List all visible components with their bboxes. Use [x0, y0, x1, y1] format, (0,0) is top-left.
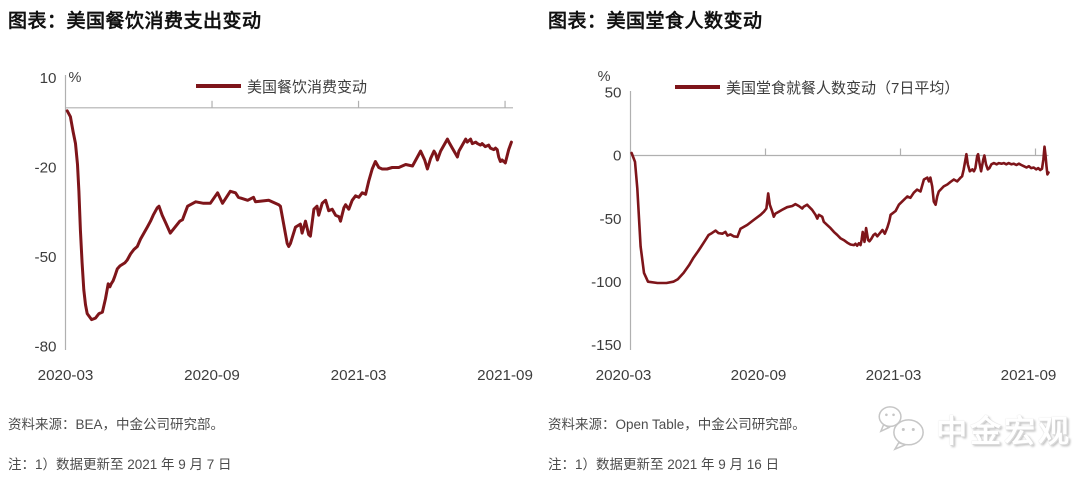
brand-watermark: 中金宏观 — [876, 396, 1076, 460]
x-tick-label: 2021-09 — [477, 367, 533, 384]
legend-line-swatch — [196, 84, 241, 88]
wechat-chat-bubbles-icon — [878, 406, 924, 451]
y-tick-label: -100 — [591, 274, 621, 291]
x-tick-label: 2020-09 — [731, 367, 787, 384]
chart-panel-dine-in-traffic: 图表：美国堂食人数变动 美国堂食就餐人数变动（7日平均） 2020-03 2020… — [540, 0, 1080, 481]
x-tick-label: 2020-03 — [596, 367, 652, 384]
legend-line-swatch — [675, 85, 720, 89]
chart-title: 图表：美国堂食人数变动 — [548, 11, 763, 32]
source-text: 资料来源：BEA，中金公司研究部。 — [8, 417, 225, 432]
y-tick-label: 10 — [40, 70, 57, 87]
y-axis-unit-label: % — [598, 69, 611, 85]
y-tick-label: -80 — [35, 339, 57, 356]
chart-panel-restaurant-spending: 图表：美国餐饮消费支出变动 美国餐饮消费变动 2020-03 2020-09 202… — [8, 11, 533, 472]
series-line — [65, 109, 513, 322]
y-tick-label: -50 — [600, 211, 622, 228]
chart-title: 图表：美国餐饮消费支出变动 — [8, 11, 262, 32]
y-tick-label: -150 — [591, 337, 621, 354]
x-tick-label: 2020-09 — [184, 367, 240, 384]
note-text: 注：1）数据更新至 2021 年 9 月 7 日 — [8, 457, 232, 472]
x-tick-label: 2021-03 — [331, 367, 387, 384]
legend-label: 美国堂食就餐人数变动（7日平均） — [726, 79, 960, 97]
legend: 美国餐饮消费变动 — [196, 77, 368, 96]
line-chart-dine-in-traffic: 2020-03 2020-09 2021-03 2021-09 50 0 -50 -100 -1… — [591, 69, 1057, 384]
brand-watermark-text: 中金宏观 — [936, 413, 1072, 449]
line-chart-restaurant-spending: 2020-03 2020-09 2021-03 2021-09 10 -20 -50 -80% — [35, 70, 533, 384]
note-text: 注：1）数据更新至 2021 年 9 月 16 日 — [548, 457, 780, 472]
x-tick-label: 2021-03 — [866, 367, 922, 384]
source-text: 资料来源：Open Table，中金公司研究部。 — [548, 417, 806, 432]
series-line — [630, 145, 1050, 285]
y-axis-unit-label: % — [69, 70, 82, 86]
legend-label: 美国餐饮消费变动 — [247, 78, 368, 96]
y-tick-label: 50 — [605, 85, 622, 102]
y-tick-label: -20 — [35, 160, 57, 177]
x-tick-label: 2020-03 — [38, 367, 94, 384]
legend: 美国堂食就餐人数变动（7日平均） — [675, 78, 960, 97]
y-tick-label: 0 — [613, 148, 621, 165]
y-tick-label: -50 — [35, 249, 57, 266]
x-tick-label: 2021-09 — [1001, 367, 1057, 384]
